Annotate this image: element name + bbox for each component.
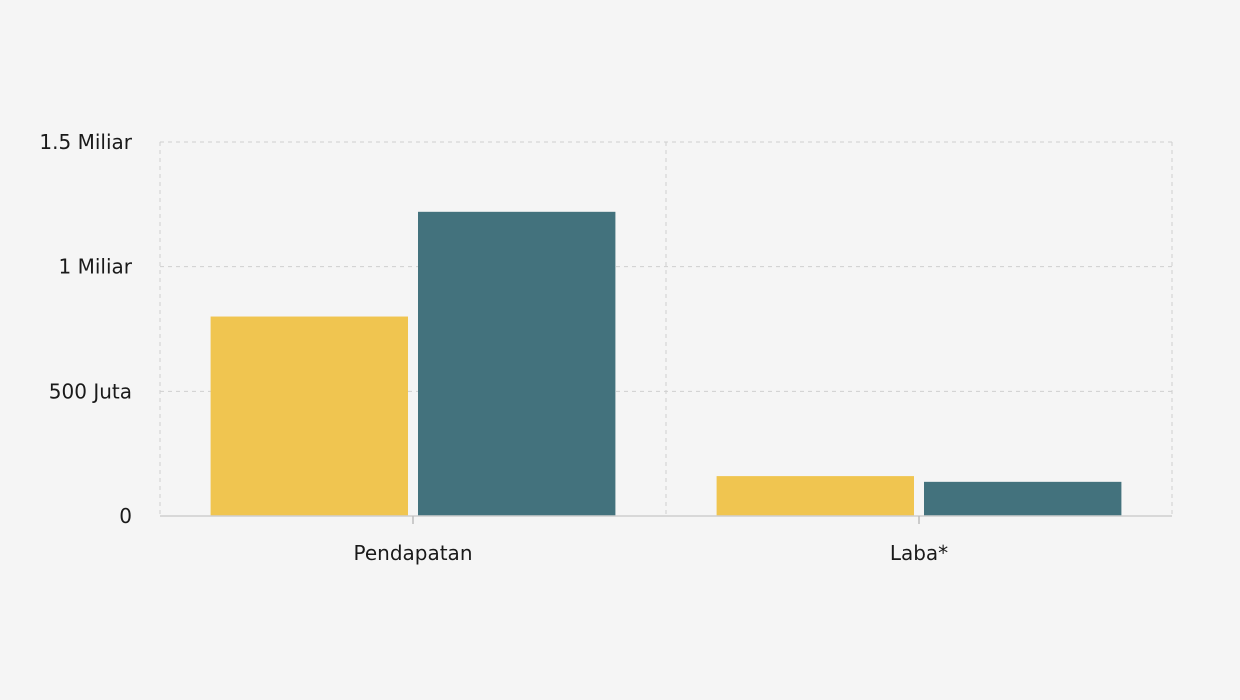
y-tick-label: 1.5 Miliar	[39, 130, 132, 154]
bar-pendapatan-series-2	[418, 211, 616, 516]
bar-laba-series-1	[716, 476, 914, 516]
x-tick-label: Laba*	[890, 541, 948, 565]
bar-pendapatan-series-1	[210, 316, 408, 516]
y-axis-ticks: 0 500 Juta 1 Miliar 1.5 Miliar	[39, 130, 132, 528]
y-tick-label: 0	[119, 504, 132, 528]
y-tick-label: 1 Miliar	[59, 255, 133, 279]
x-tick-label: Pendapatan	[353, 541, 472, 565]
grid	[159, 141, 1173, 516]
bars	[210, 211, 1122, 516]
x-axis-ticks: Pendapatan Laba*	[353, 541, 948, 565]
bar-laba-series-2	[924, 481, 1122, 516]
y-tick-label: 500 Juta	[49, 379, 132, 403]
axes	[160, 515, 1172, 524]
